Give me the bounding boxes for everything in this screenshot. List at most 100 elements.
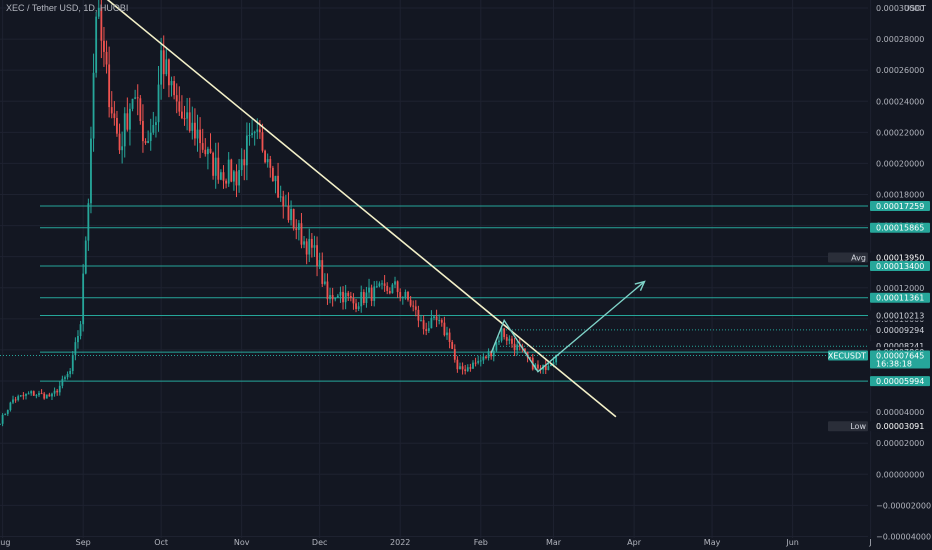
candle-body <box>43 393 46 399</box>
price-tag-value: 0.00005994 <box>876 377 924 386</box>
candle-body <box>435 316 438 321</box>
candle-body <box>22 395 25 397</box>
x-tick-label: 2022 <box>390 538 410 547</box>
y-tick-label: 0.00000000 <box>876 470 924 479</box>
candle-body <box>282 196 285 207</box>
candle-body <box>25 393 27 396</box>
projection-arrowhead <box>634 280 646 291</box>
candle-body <box>58 385 61 393</box>
candle-body <box>82 273 85 325</box>
candle-body <box>524 348 526 352</box>
candle-body <box>191 122 194 131</box>
price-tags: 0.00017259 0.00015865 0.00013950 Avg 0.00013… <box>828 201 930 432</box>
candle-body <box>461 366 464 370</box>
candle-body <box>547 366 550 371</box>
candle-body <box>131 98 134 109</box>
candle-body <box>365 292 368 303</box>
candle-body <box>126 113 129 130</box>
x-tick-label: May <box>704 538 721 547</box>
price-tag-value: 0.00013400 <box>876 262 924 271</box>
price-tag-label-box <box>828 252 868 263</box>
candle-body <box>370 287 373 301</box>
x-tick-label: Sep <box>76 538 91 547</box>
candle-body <box>214 157 217 176</box>
candle-body <box>433 316 435 318</box>
candle-body <box>360 292 363 307</box>
candle-body <box>168 59 170 86</box>
price-tag-label: XECUSDT <box>828 351 866 360</box>
candle-body <box>466 367 469 371</box>
candle-body <box>440 320 443 323</box>
price-tag-box <box>870 252 930 263</box>
candle-body <box>136 97 139 99</box>
candle-body <box>326 281 329 300</box>
candle-body <box>544 364 547 371</box>
candle-body <box>274 175 277 182</box>
candle-body <box>290 209 292 221</box>
candle-body <box>344 292 347 303</box>
candle-body <box>165 59 168 75</box>
candle-body <box>498 340 500 343</box>
candle-body <box>287 205 290 221</box>
price-tag-box <box>870 310 930 321</box>
candle-body <box>38 393 40 396</box>
price-tag-value: 0.00011361 <box>876 294 924 303</box>
candle-body <box>518 344 521 347</box>
candle-body <box>386 285 389 291</box>
candle-body <box>170 81 173 86</box>
price-tag-box <box>870 341 930 352</box>
x-axis[interactable]: Aug Sep Oct Nov Dec 2022 Feb Mar Apr May Jun J <box>0 538 872 547</box>
candle-body <box>401 297 404 299</box>
candle-body <box>209 148 212 153</box>
price-tag-box <box>870 350 930 369</box>
price-tag-label: Avg <box>851 253 866 262</box>
candle-body <box>4 413 7 415</box>
candle-body <box>438 320 441 322</box>
y-tick-label: 0.00004000 <box>876 408 924 417</box>
candle-body <box>108 64 111 108</box>
candle-body <box>552 362 555 365</box>
trendline <box>106 0 617 418</box>
candle-body <box>477 361 480 363</box>
candle-body <box>472 362 474 369</box>
candle-body <box>516 344 519 351</box>
candle-body <box>204 149 207 155</box>
candle-body <box>373 286 376 301</box>
candle-body <box>316 245 318 267</box>
candle-body <box>6 410 9 414</box>
candle-body <box>27 393 30 395</box>
candle-body <box>9 402 12 411</box>
candle-body <box>152 125 155 133</box>
candle-body <box>1 414 4 424</box>
x-tick-label: Aug <box>0 538 10 547</box>
candle-body <box>35 395 38 397</box>
candle-body <box>490 351 493 357</box>
candle-body <box>134 97 137 99</box>
candle-body <box>240 159 243 171</box>
candle-body <box>87 203 90 241</box>
y-tick-label: 0.00024000 <box>876 97 924 106</box>
symbol-title[interactable]: XEC / Tether USD, 1D, HUOBI <box>6 3 129 13</box>
candle-body <box>79 324 82 337</box>
candle-body <box>53 390 56 394</box>
candle-body <box>443 322 446 336</box>
candle-body <box>503 328 506 338</box>
candle-body <box>0 423 1 425</box>
candle-body <box>277 175 279 198</box>
price-tag-box <box>870 261 930 272</box>
candle-body <box>469 367 472 369</box>
candle-body <box>451 341 454 349</box>
candle-body <box>388 290 391 294</box>
candle-body <box>271 167 274 182</box>
y-axis[interactable]: 0.00030000 0.00028000 0.00026000 0.00024000… <box>876 4 931 541</box>
candle-body <box>537 364 539 369</box>
candle-body <box>495 342 498 351</box>
candle-body <box>212 152 215 176</box>
price-tag-value: 0.00009294 <box>876 326 924 335</box>
candle-body <box>349 296 352 298</box>
candle-body <box>32 391 35 396</box>
price-tag-box <box>870 292 930 303</box>
candle-body <box>513 343 516 351</box>
